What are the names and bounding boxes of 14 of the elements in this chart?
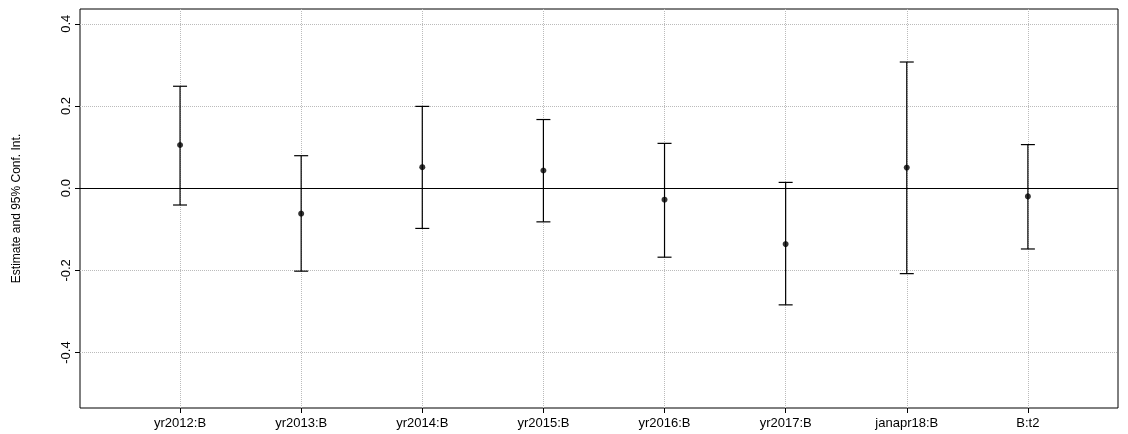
y-tick-label: -0.2 [58,259,73,282]
y-tick-label: 0.2 [58,96,73,116]
x-tick-label: yr2013:B [275,415,328,430]
x-tick-label: janapr18:B [874,415,939,430]
x-tick-label: B:t2 [1016,415,1040,430]
x-tick-label: yr2016:B [638,415,691,430]
y-tick-label: 0.0 [58,179,73,198]
x-tick-label: yr2014:B [396,415,449,430]
x-tick-label: yr2012:B [154,415,207,430]
x-tick-label: yr2017:B [759,415,812,430]
y-tick-label: 0.4 [58,14,73,33]
x-tick-label: yr2015:B [517,415,570,430]
y-tick-label: -0.4 [58,341,73,364]
y-axis-title: Estimate and 95% Conf. Int. [9,133,23,284]
